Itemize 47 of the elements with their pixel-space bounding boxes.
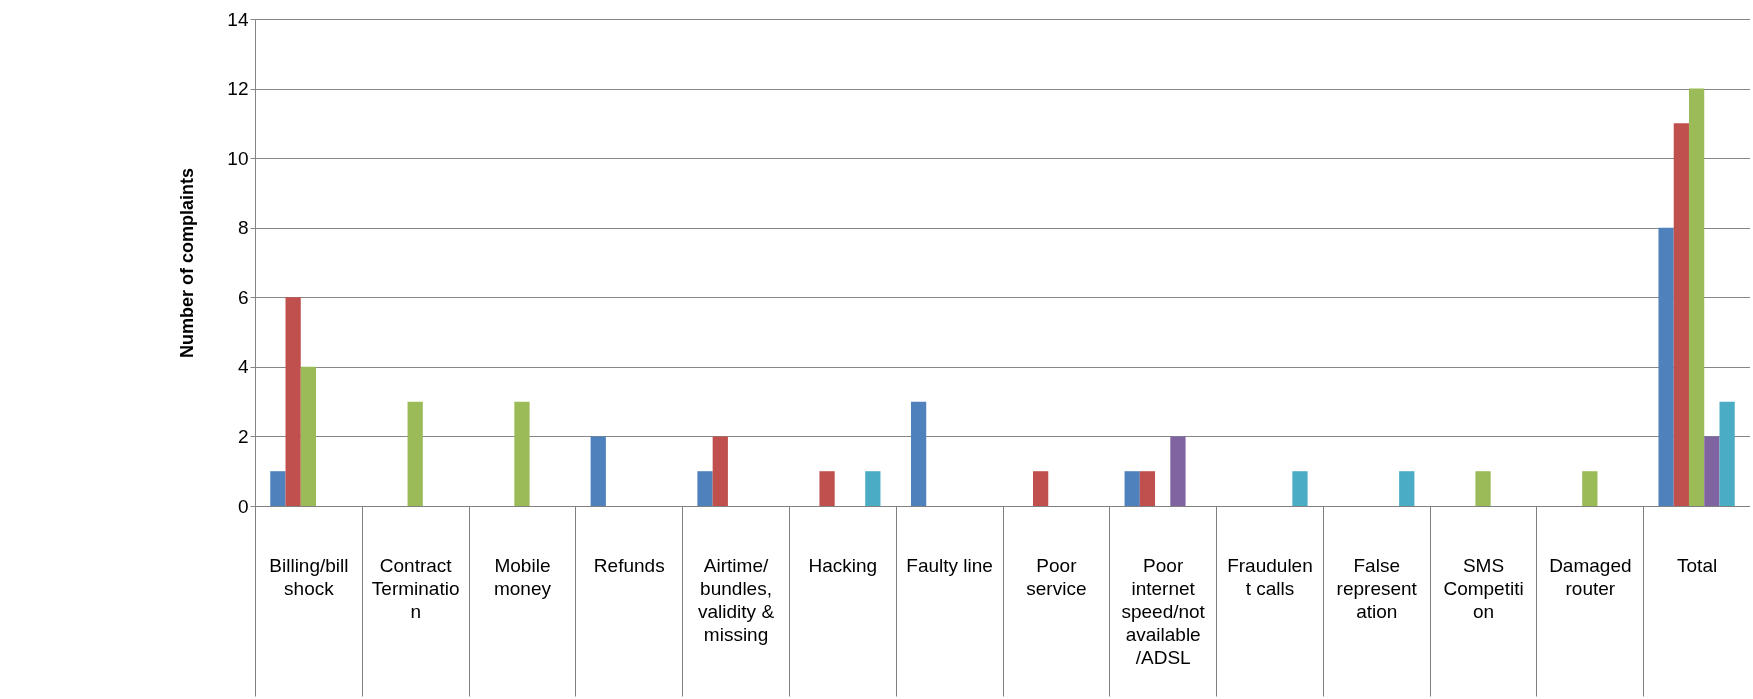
bar [1139, 471, 1156, 506]
y-tick-label: 12 [227, 78, 249, 100]
bar [865, 471, 881, 506]
bar [1658, 227, 1674, 506]
x-tick-label: Billing/bill shock [269, 554, 349, 599]
bar [1124, 471, 1140, 506]
bar [1719, 401, 1735, 506]
y-tick-label: 8 [237, 217, 249, 239]
bar [270, 471, 286, 506]
bar [1475, 471, 1491, 506]
y-tick-label: 2 [237, 425, 249, 447]
bar [1582, 471, 1598, 506]
bar [1170, 436, 1186, 506]
y-axis-title: Number of complaints [177, 167, 198, 359]
x-tick-label: Mobile money [493, 554, 552, 599]
bar [712, 436, 728, 506]
x-tick-label: Damaged router [1549, 554, 1632, 599]
x-tick-label: Total [1677, 554, 1718, 576]
bar [697, 471, 713, 506]
y-tick-label: 4 [237, 356, 249, 378]
bar [407, 401, 423, 506]
bar [285, 297, 301, 506]
x-tick-label: SMS Competition [1443, 554, 1524, 622]
bar [1399, 471, 1415, 506]
bar [1704, 436, 1720, 506]
x-tick-label: False representation [1336, 554, 1418, 622]
x-tick-label: Refunds [593, 554, 665, 576]
x-tick-label: Airtime/ bundles, validity & missing [698, 554, 775, 645]
y-tick-label: 0 [237, 495, 249, 517]
x-tick-label: Contract Termination [371, 554, 460, 622]
bar [819, 471, 835, 506]
x-tick-label: Fraudulent calls [1227, 554, 1313, 599]
bar [1673, 123, 1689, 506]
bar [1033, 471, 1049, 506]
y-tick-label: 10 [227, 147, 249, 169]
x-tick-label: Hacking [808, 554, 878, 576]
x-tick-label: Poor internet speed/not available /ADSL [1121, 554, 1206, 668]
bar [1688, 88, 1705, 506]
bar [910, 401, 927, 506]
bar [514, 401, 530, 506]
bar [590, 436, 606, 506]
bar [1292, 471, 1308, 506]
x-tick-label: Faulty line [906, 554, 993, 576]
y-tick-label: 6 [237, 286, 249, 308]
bar [300, 366, 317, 506]
x-tick-label: Poor service [1026, 554, 1087, 599]
y-tick-label: 14 [227, 8, 249, 30]
